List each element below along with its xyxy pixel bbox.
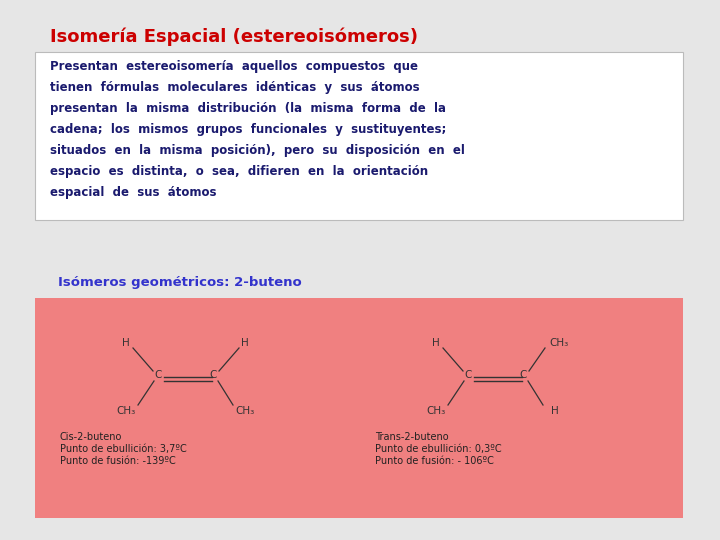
Text: C: C — [210, 370, 217, 380]
FancyBboxPatch shape — [35, 298, 683, 518]
Text: C: C — [464, 370, 472, 380]
Text: CH₃: CH₃ — [549, 338, 569, 348]
Text: CH₃: CH₃ — [117, 406, 135, 416]
Text: Trans-2-buteno: Trans-2-buteno — [375, 432, 449, 442]
Text: Cis-2-buteno: Cis-2-buteno — [60, 432, 122, 442]
Text: Presentan  estereoisomería  aquellos  compuestos  que: Presentan estereoisomería aquellos compu… — [50, 60, 418, 73]
Text: tienen  fórmulas  moleculares  idénticas  y  sus  átomos: tienen fórmulas moleculares idénticas y … — [50, 81, 420, 94]
Text: situados  en  la  misma  posición),  pero  su  disposición  en  el: situados en la misma posición), pero su … — [50, 144, 465, 157]
Text: C: C — [154, 370, 162, 380]
Text: espacio  es  distinta,  o  sea,  difieren  en  la  orientación: espacio es distinta, o sea, difieren en … — [50, 165, 428, 178]
Text: H: H — [432, 338, 440, 348]
Text: H: H — [551, 406, 559, 416]
Text: C: C — [519, 370, 527, 380]
Text: espacial  de  sus  átomos: espacial de sus átomos — [50, 186, 217, 199]
Text: Punto de ebullición: 0,3ºC: Punto de ebullición: 0,3ºC — [375, 444, 502, 454]
Text: H: H — [241, 338, 249, 348]
Text: H: H — [122, 338, 130, 348]
Text: Isomería Espacial (estereoisómeros): Isomería Espacial (estereoisómeros) — [50, 28, 418, 46]
Text: Isómeros geométricos: 2-buteno: Isómeros geométricos: 2-buteno — [58, 276, 302, 289]
Text: Punto de fusión: - 106ºC: Punto de fusión: - 106ºC — [375, 456, 494, 466]
Text: Punto de fusión: -139ºC: Punto de fusión: -139ºC — [60, 456, 176, 466]
Text: CH₃: CH₃ — [235, 406, 255, 416]
Text: cadena;  los  mismos  grupos  funcionales  y  sustituyentes;: cadena; los mismos grupos funcionales y … — [50, 123, 446, 136]
Text: CH₃: CH₃ — [426, 406, 446, 416]
Text: presentan  la  misma  distribución  (la  misma  forma  de  la: presentan la misma distribución (la mism… — [50, 102, 446, 115]
FancyBboxPatch shape — [35, 52, 683, 220]
Text: Punto de ebullición: 3,7ºC: Punto de ebullición: 3,7ºC — [60, 444, 186, 454]
